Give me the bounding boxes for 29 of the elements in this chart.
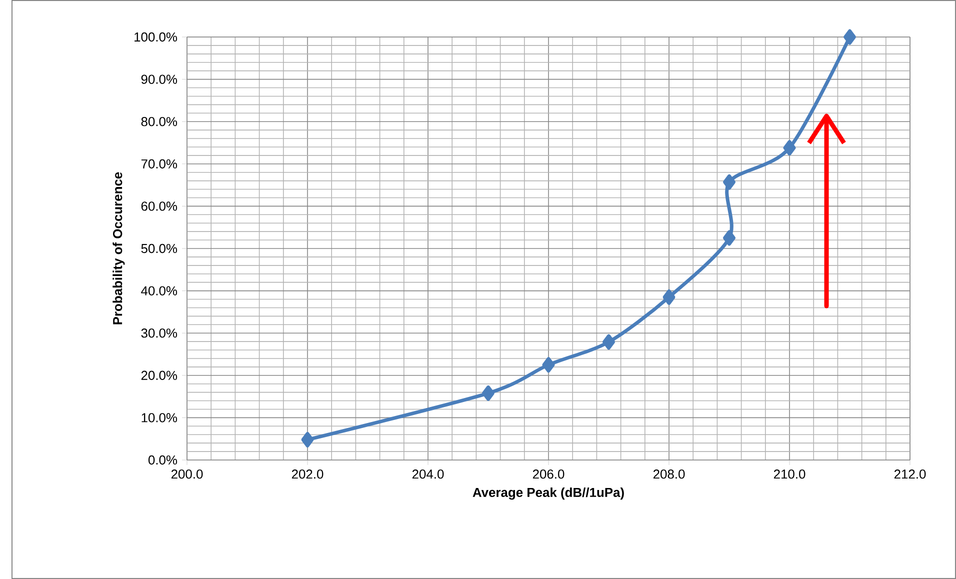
y-tick-label: 80.0% bbox=[141, 117, 178, 126]
point bbox=[602, 334, 616, 350]
point bbox=[301, 432, 314, 448]
y-tick-label: 70.0% bbox=[141, 159, 178, 168]
y-tick-label: 20.0% bbox=[141, 370, 178, 380]
y-tick-label: 10.0% bbox=[142, 413, 178, 422]
point bbox=[662, 289, 676, 305]
point bbox=[723, 174, 736, 190]
x-tick-label: 210.0 bbox=[774, 470, 806, 479]
y-tick-label: 0.0% bbox=[148, 455, 178, 465]
x-tick-label: 208.0 bbox=[653, 470, 685, 479]
x-tick-label: 200.0 bbox=[171, 470, 203, 479]
y-tick-label: 60.0% bbox=[141, 202, 178, 211]
point bbox=[542, 357, 555, 373]
x-tick-label: 202.0 bbox=[292, 470, 324, 479]
y-tick-label: 100.0% bbox=[134, 32, 178, 42]
y-axis-title: Probability of Occurence bbox=[112, 172, 125, 324]
x-tick-label: 204.0 bbox=[412, 470, 444, 479]
point bbox=[723, 230, 736, 246]
point bbox=[844, 29, 856, 45]
point bbox=[482, 385, 495, 401]
x-axis-title: Average Peak (dB//1uPa) bbox=[472, 488, 624, 500]
x-tick-label: 212.0 bbox=[894, 470, 926, 479]
x-tick-label: 206.0 bbox=[532, 470, 564, 479]
y-tick-label: 30.0% bbox=[141, 328, 178, 338]
point bbox=[783, 140, 796, 156]
y-tick-label: 40.0% bbox=[141, 286, 178, 296]
y-tick-label: 90.0% bbox=[141, 74, 178, 84]
y-tick-label: 50.0% bbox=[141, 244, 178, 254]
